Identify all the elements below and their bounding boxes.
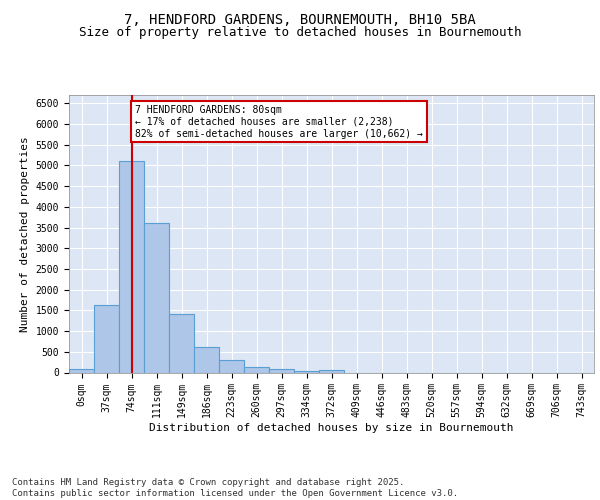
Bar — [219, 360, 244, 372]
Bar — [94, 305, 119, 372]
Bar — [119, 162, 144, 372]
Bar — [244, 367, 269, 372]
Text: 7, HENDFORD GARDENS, BOURNEMOUTH, BH10 5BA: 7, HENDFORD GARDENS, BOURNEMOUTH, BH10 5… — [124, 12, 476, 26]
Text: Size of property relative to detached houses in Bournemouth: Size of property relative to detached ho… — [79, 26, 521, 39]
Bar — [269, 370, 294, 372]
Text: Contains HM Land Registry data © Crown copyright and database right 2025.
Contai: Contains HM Land Registry data © Crown c… — [12, 478, 458, 498]
Bar — [194, 347, 219, 372]
Bar — [294, 370, 319, 372]
Text: 7 HENDFORD GARDENS: 80sqm
← 17% of detached houses are smaller (2,238)
82% of se: 7 HENDFORD GARDENS: 80sqm ← 17% of detac… — [135, 106, 423, 138]
Bar — [169, 314, 194, 372]
Y-axis label: Number of detached properties: Number of detached properties — [20, 136, 30, 332]
Bar — [144, 222, 169, 372]
Bar — [69, 370, 94, 372]
X-axis label: Distribution of detached houses by size in Bournemouth: Distribution of detached houses by size … — [149, 423, 514, 433]
Bar — [319, 370, 344, 372]
